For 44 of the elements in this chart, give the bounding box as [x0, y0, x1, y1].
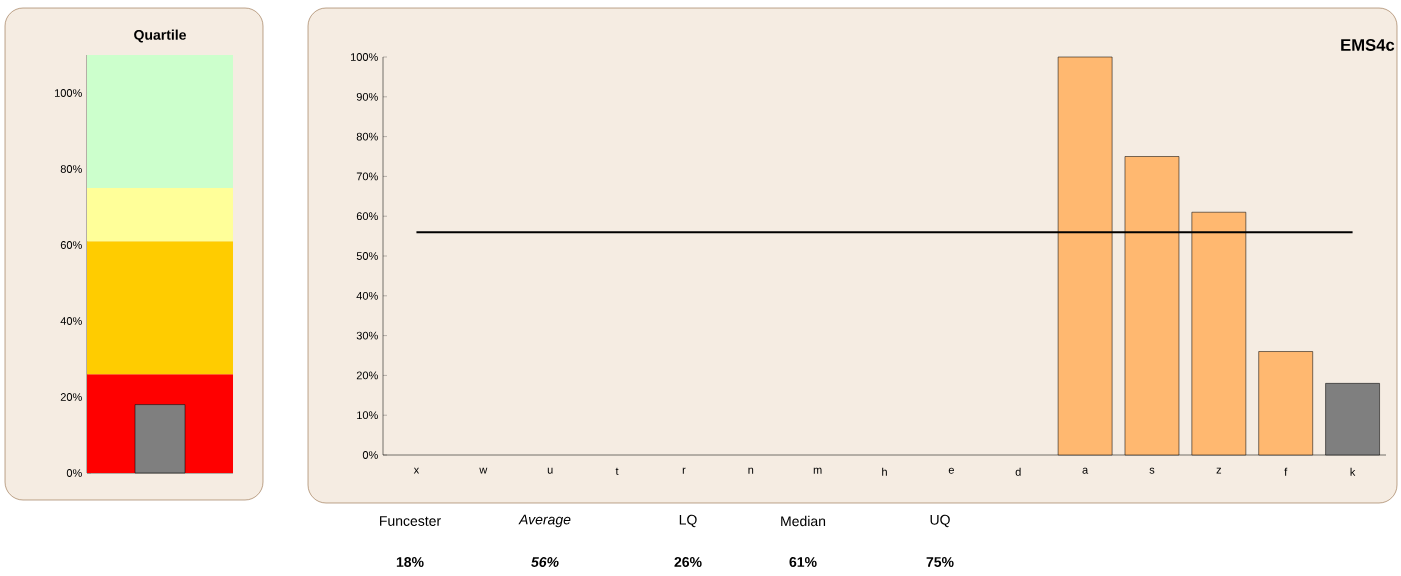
x-tick-label: h [882, 467, 887, 476]
y-tick-label: 60% [356, 212, 378, 221]
x-tick-label: t [615, 467, 619, 475]
x-tick-label: z [1216, 467, 1222, 474]
text: LQ [679, 514, 697, 528]
x-tick-label: m [813, 467, 822, 474]
chart-title: EMS4c [1341, 39, 1395, 51]
x-tick-label: e [948, 467, 954, 474]
x-tick-label: u [547, 467, 553, 474]
text: Median [781, 515, 826, 527]
y-tick-label: 100% [351, 53, 378, 61]
y-tick-label: 50% [356, 252, 378, 260]
y-tick-label: 30% [356, 331, 378, 340]
y-tick-label: 100% [55, 89, 82, 97]
text: 75% [926, 557, 954, 567]
text: 18% [396, 557, 424, 567]
text: 26% [674, 557, 702, 567]
x-tick-label: d [1015, 467, 1021, 476]
y-tick-label: 10% [357, 411, 378, 420]
x-tick-label: x [413, 467, 420, 474]
x-tick-label: r [682, 467, 686, 474]
x-tick-label: s [1149, 467, 1155, 474]
x-tick-label: k [1350, 467, 1356, 476]
y-tick-label: 20% [356, 371, 378, 380]
y-tick-label: 0% [66, 469, 82, 477]
x-tick-label: f [1284, 467, 1288, 476]
y-tick-label: 90% [356, 92, 378, 101]
y-tick-label: 40% [356, 291, 378, 300]
text: 61% [789, 557, 817, 567]
text: Average [518, 514, 571, 528]
text: 56% [531, 557, 559, 567]
y-tick-label: 70% [356, 172, 378, 181]
y-tick-label: 80% [60, 165, 82, 173]
y-tick-label: 0% [362, 451, 378, 459]
y-tick-label: 20% [60, 393, 82, 401]
y-tick-label: 40% [60, 317, 82, 325]
y-tick-label: 60% [60, 241, 82, 249]
text: Funcester [380, 516, 441, 526]
y-tick-label: 80% [356, 132, 378, 141]
chart-title: Quartile [134, 29, 186, 43]
x-tick-label: n [748, 467, 754, 474]
x-tick-label: w [479, 467, 488, 474]
x-tick-label: a [1082, 467, 1089, 474]
text: UQ [930, 514, 950, 528]
